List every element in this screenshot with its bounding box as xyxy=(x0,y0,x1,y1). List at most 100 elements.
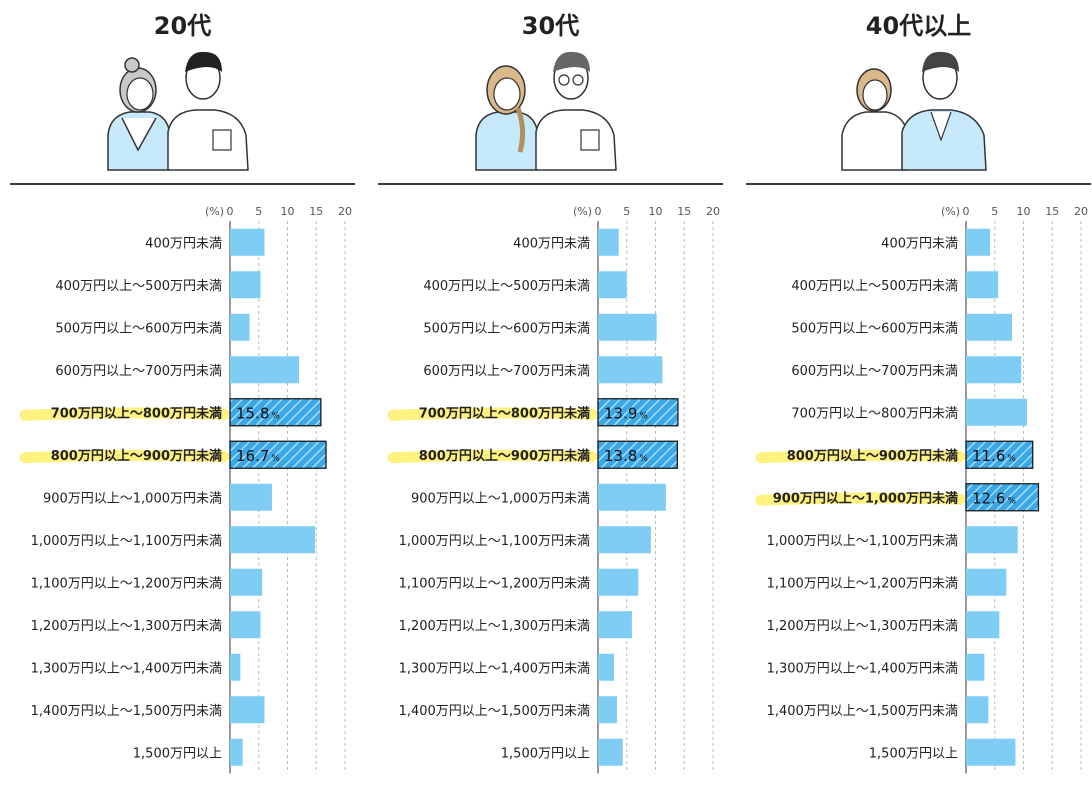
bar xyxy=(230,228,265,256)
bar xyxy=(598,611,632,639)
couple-illustration xyxy=(841,51,987,171)
chart-title: 30代 xyxy=(521,12,580,40)
bar xyxy=(966,696,989,724)
bar xyxy=(966,398,1027,426)
couple-illustration xyxy=(107,51,249,171)
category-label: 600万円以上～700万円未満 xyxy=(423,364,590,379)
bar xyxy=(966,611,1000,639)
data-label: 11.6% xyxy=(972,447,1016,465)
divider xyxy=(10,183,355,185)
bar xyxy=(966,313,1012,341)
category-label: 1,400万円以上～1,500万円未満 xyxy=(767,704,958,719)
category-label: 1,000万円以上～1,100万円未満 xyxy=(767,534,958,549)
category-label: 1,200万円以上～1,300万円未満 xyxy=(767,619,958,634)
bar xyxy=(598,271,627,299)
bar xyxy=(966,738,1016,766)
bar-chart: (%) 0 5 10 15 20 400万円未満 400万円以上～500万円未満 500万円以上… xyxy=(19,205,352,774)
highlight-marker xyxy=(755,492,966,506)
category-label: 1,000万円以上～1,100万円未満 xyxy=(399,534,590,549)
data-label: 12.6% xyxy=(972,489,1016,507)
chart-title: 20代 xyxy=(153,12,212,40)
category-label: 1,100万円以上～1,200万円未満 xyxy=(767,576,958,591)
category-label: 900万円以上～1,000万円未満 xyxy=(773,490,958,506)
category-label: 800万円以上～900万円未満 xyxy=(787,448,958,464)
bar xyxy=(966,228,991,256)
bar xyxy=(598,696,617,724)
category-label: 1,500万円以上 xyxy=(501,746,590,761)
unit-label: (%) xyxy=(941,205,960,218)
category-label: 700万円以上～800万円未満 xyxy=(419,405,590,421)
highlight-marker xyxy=(19,449,230,464)
category-label: 1,300万円以上～1,400万円未満 xyxy=(399,661,590,676)
category-label: 400万円以上～500万円未満 xyxy=(791,279,958,294)
bar xyxy=(598,568,639,596)
category-label: 500万円以上～600万円未満 xyxy=(791,321,958,336)
bar xyxy=(230,313,250,341)
bar xyxy=(966,568,1007,596)
bar xyxy=(598,313,657,341)
category-label: 600万円以上～700万円未満 xyxy=(55,364,222,379)
bar xyxy=(230,611,261,639)
tick-label: 0 xyxy=(595,205,602,218)
category-label: 600万円以上～700万円未満 xyxy=(791,364,958,379)
tick-label: 0 xyxy=(963,205,970,218)
tick-label: 15 xyxy=(677,205,691,218)
tick-label: 20 xyxy=(1074,205,1088,218)
tick-label: 15 xyxy=(1045,205,1059,218)
tick-label: 10 xyxy=(649,205,663,218)
tick-label: 10 xyxy=(281,205,295,218)
highlight-marker xyxy=(19,407,230,421)
chart-panel-30s: 30代 (%) 0 5 10 15 20 400万円未満 400万円以上～500万円未満 500… xyxy=(378,0,723,800)
data-label: 13.9% xyxy=(604,404,648,422)
category-label: 1,500万円以上 xyxy=(869,746,958,761)
highlight-marker xyxy=(387,407,598,421)
data-label: 13.8% xyxy=(604,447,648,465)
bar xyxy=(966,271,999,299)
data-label: 15.8% xyxy=(236,404,280,422)
category-label: 1,500万円以上 xyxy=(133,746,222,761)
chart-panel-20s: 20代 (%) 0 5 10 15 20 400万円未満 400万円以上～500万円未満 500… xyxy=(10,0,355,800)
category-label: 700万円以上～800万円未満 xyxy=(791,406,958,421)
data-label: 16.7% xyxy=(236,447,280,465)
category-label: 700万円以上～800万円未満 xyxy=(51,405,222,421)
bar xyxy=(966,526,1018,554)
category-label: 1,200万円以上～1,300万円未満 xyxy=(399,619,590,634)
category-label: 1,200万円以上～1,300万円未満 xyxy=(31,619,222,634)
tick-label: 5 xyxy=(255,205,262,218)
bar xyxy=(230,483,272,511)
tick-label: 0 xyxy=(227,205,234,218)
category-label: 400万円以上～500万円未満 xyxy=(55,279,222,294)
tick-label: 20 xyxy=(706,205,720,218)
bar-chart: (%) 0 5 10 15 20 400万円未満 400万円以上～500万円未満 500万円以上… xyxy=(755,205,1088,774)
chart-panel-40s-plus: 40代以上 (%) 0 5 10 15 20 400万円未満 400万円以上～500万円未満 5… xyxy=(746,0,1091,800)
bar xyxy=(229,398,322,427)
bar xyxy=(598,228,619,256)
bar xyxy=(230,356,299,384)
category-label: 1,400万円以上～1,500万円未満 xyxy=(31,704,222,719)
bar xyxy=(230,271,261,299)
bar xyxy=(597,440,678,469)
category-label: 400万円未満 xyxy=(881,236,958,251)
bar xyxy=(230,738,243,766)
divider xyxy=(378,183,723,185)
tick-label: 20 xyxy=(338,205,352,218)
bar-chart: (%) 0 5 10 15 20 400万円未満 400万円以上～500万円未満 500万円以上… xyxy=(387,205,720,774)
unit-label: (%) xyxy=(205,205,224,218)
category-label: 900万円以上～1,000万円未満 xyxy=(411,491,590,506)
bar xyxy=(965,483,1040,512)
category-label: 1,000万円以上～1,100万円未満 xyxy=(31,534,222,549)
bar xyxy=(230,568,263,596)
divider xyxy=(746,183,1091,185)
bar xyxy=(598,526,651,554)
tick-label: 15 xyxy=(309,205,323,218)
category-label: 400万円以上～500万円未満 xyxy=(423,279,590,294)
bar xyxy=(966,356,1022,384)
bar xyxy=(598,653,615,681)
category-label: 400万円未満 xyxy=(145,236,222,251)
bar xyxy=(230,653,241,681)
category-label: 1,400万円以上～1,500万円未満 xyxy=(399,704,590,719)
category-label: 900万円以上～1,000万円未満 xyxy=(43,491,222,506)
bar xyxy=(965,440,1034,469)
category-label: 400万円未満 xyxy=(513,236,590,251)
highlight-marker xyxy=(755,449,966,464)
